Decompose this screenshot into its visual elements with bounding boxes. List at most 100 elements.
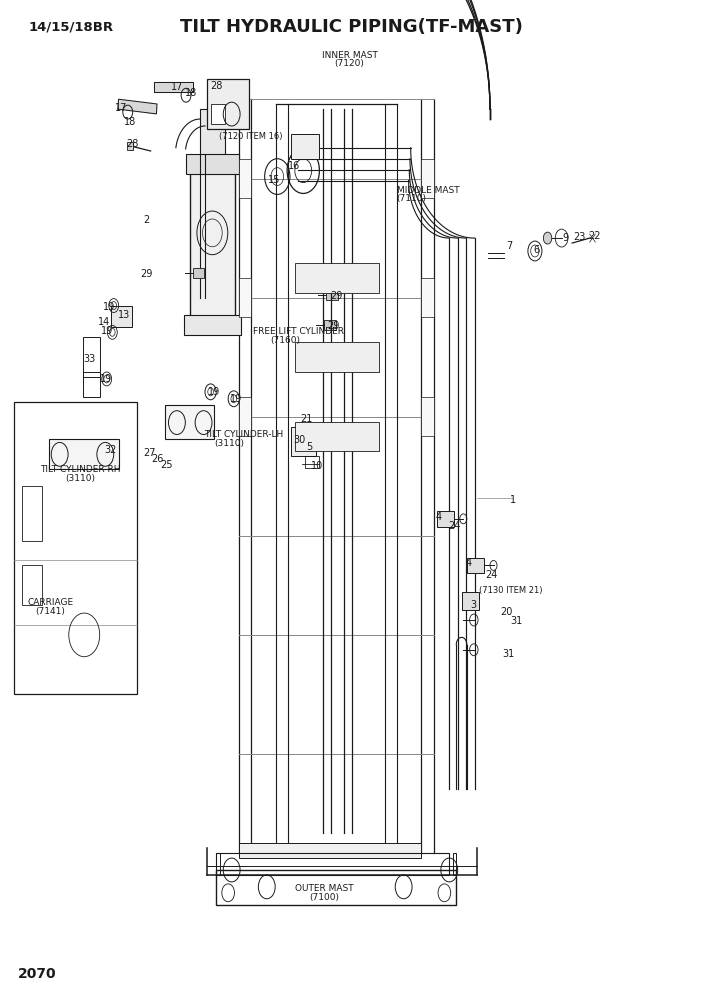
Text: CARRIAGE: CARRIAGE [27,597,74,607]
Circle shape [543,232,552,244]
Text: MIDDLE MAST: MIDDLE MAST [397,186,459,195]
Text: (7120 ITEM 16): (7120 ITEM 16) [219,132,282,142]
Text: 5: 5 [307,442,312,452]
Text: 24: 24 [485,570,498,580]
Text: 33: 33 [83,354,95,364]
Bar [22,486,42,541]
Text: (7110): (7110) [397,193,427,203]
Bar [190,164,235,317]
Bar [186,154,239,174]
Text: 19: 19 [230,394,243,404]
Bar [437,511,454,527]
Text: INNER MAST: INNER MAST [322,51,378,61]
Text: 10: 10 [311,461,324,471]
Bar [326,290,338,300]
Text: 31: 31 [510,616,523,626]
Text: 14/15/18BR: 14/15/18BR [28,20,113,34]
Bar [83,337,100,377]
Polygon shape [154,82,193,92]
Text: 3: 3 [470,600,476,610]
Bar [207,79,249,129]
Text: 2: 2 [143,215,149,225]
Bar [291,134,319,159]
Bar [291,427,316,456]
Text: (7120): (7120) [335,59,364,68]
Bar [111,306,132,327]
Text: 4: 4 [436,512,442,522]
Bar [324,320,336,330]
Bar [239,159,251,198]
Bar [216,853,449,875]
Text: 4: 4 [466,558,472,568]
Text: 14: 14 [98,317,110,327]
Bar [453,853,456,875]
Text: 31: 31 [502,649,515,659]
Bar [295,342,379,372]
Text: 9: 9 [563,233,569,243]
Text: 13: 13 [118,310,131,320]
Text: 22: 22 [588,231,601,241]
Bar [216,870,456,905]
Text: 19: 19 [208,387,220,397]
Bar [305,456,319,468]
Text: 19: 19 [102,302,115,311]
Text: 21: 21 [300,414,312,424]
Bar [462,592,479,610]
Text: TILT CYLINDER-LH: TILT CYLINDER-LH [204,430,283,439]
Text: (3110): (3110) [66,473,95,483]
Text: 7: 7 [507,241,512,251]
Bar [239,397,251,436]
Text: (7100): (7100) [310,893,339,903]
Text: TILT HYDRAULIC PIPING(TF-MAST): TILT HYDRAULIC PIPING(TF-MAST) [180,18,522,36]
Bar [211,104,225,124]
Bar [200,109,225,164]
Text: 17: 17 [171,82,184,92]
Text: 26: 26 [151,454,164,464]
Bar [22,565,42,605]
Text: OUTER MAST: OUTER MAST [295,884,354,894]
Bar [295,422,379,451]
Text: 18: 18 [124,117,136,127]
Text: 28: 28 [210,81,223,91]
Text: 27: 27 [143,448,156,458]
Text: (7130 ITEM 21): (7130 ITEM 21) [479,585,543,595]
Text: 29: 29 [140,269,152,279]
Text: FREE LIFT CYLINDER: FREE LIFT CYLINDER [253,326,344,336]
Bar [184,315,241,335]
Bar [193,268,204,278]
Bar [83,372,100,397]
Text: 16: 16 [288,161,300,171]
Bar [421,397,434,436]
Text: 17: 17 [115,103,128,113]
Bar [421,278,434,317]
Text: 29: 29 [327,321,340,331]
Text: 2070: 2070 [18,967,56,981]
Text: 30: 30 [293,435,306,445]
Text: 18: 18 [185,88,197,98]
Bar [14,402,137,694]
Text: TILT CYLINDER-RH: TILT CYLINDER-RH [41,464,121,474]
Bar [216,853,220,875]
Text: 6: 6 [534,245,539,255]
Text: 1: 1 [510,495,516,505]
Bar [295,263,379,293]
Text: 25: 25 [160,460,173,470]
Bar [49,439,119,469]
Text: 20: 20 [501,607,513,617]
Text: (3110): (3110) [214,438,244,448]
Bar [239,278,251,317]
Bar [239,843,421,858]
Bar [127,142,133,150]
Text: 19: 19 [100,374,112,384]
Bar [467,558,484,573]
Bar [421,159,434,198]
Text: 15: 15 [267,175,280,185]
Polygon shape [118,99,157,114]
Bar [213,85,219,93]
Text: 24: 24 [449,521,461,531]
Text: 28: 28 [126,139,138,149]
Bar [165,405,214,439]
Text: 23: 23 [574,232,586,242]
Text: 29: 29 [330,291,343,301]
Text: 32: 32 [104,445,117,455]
